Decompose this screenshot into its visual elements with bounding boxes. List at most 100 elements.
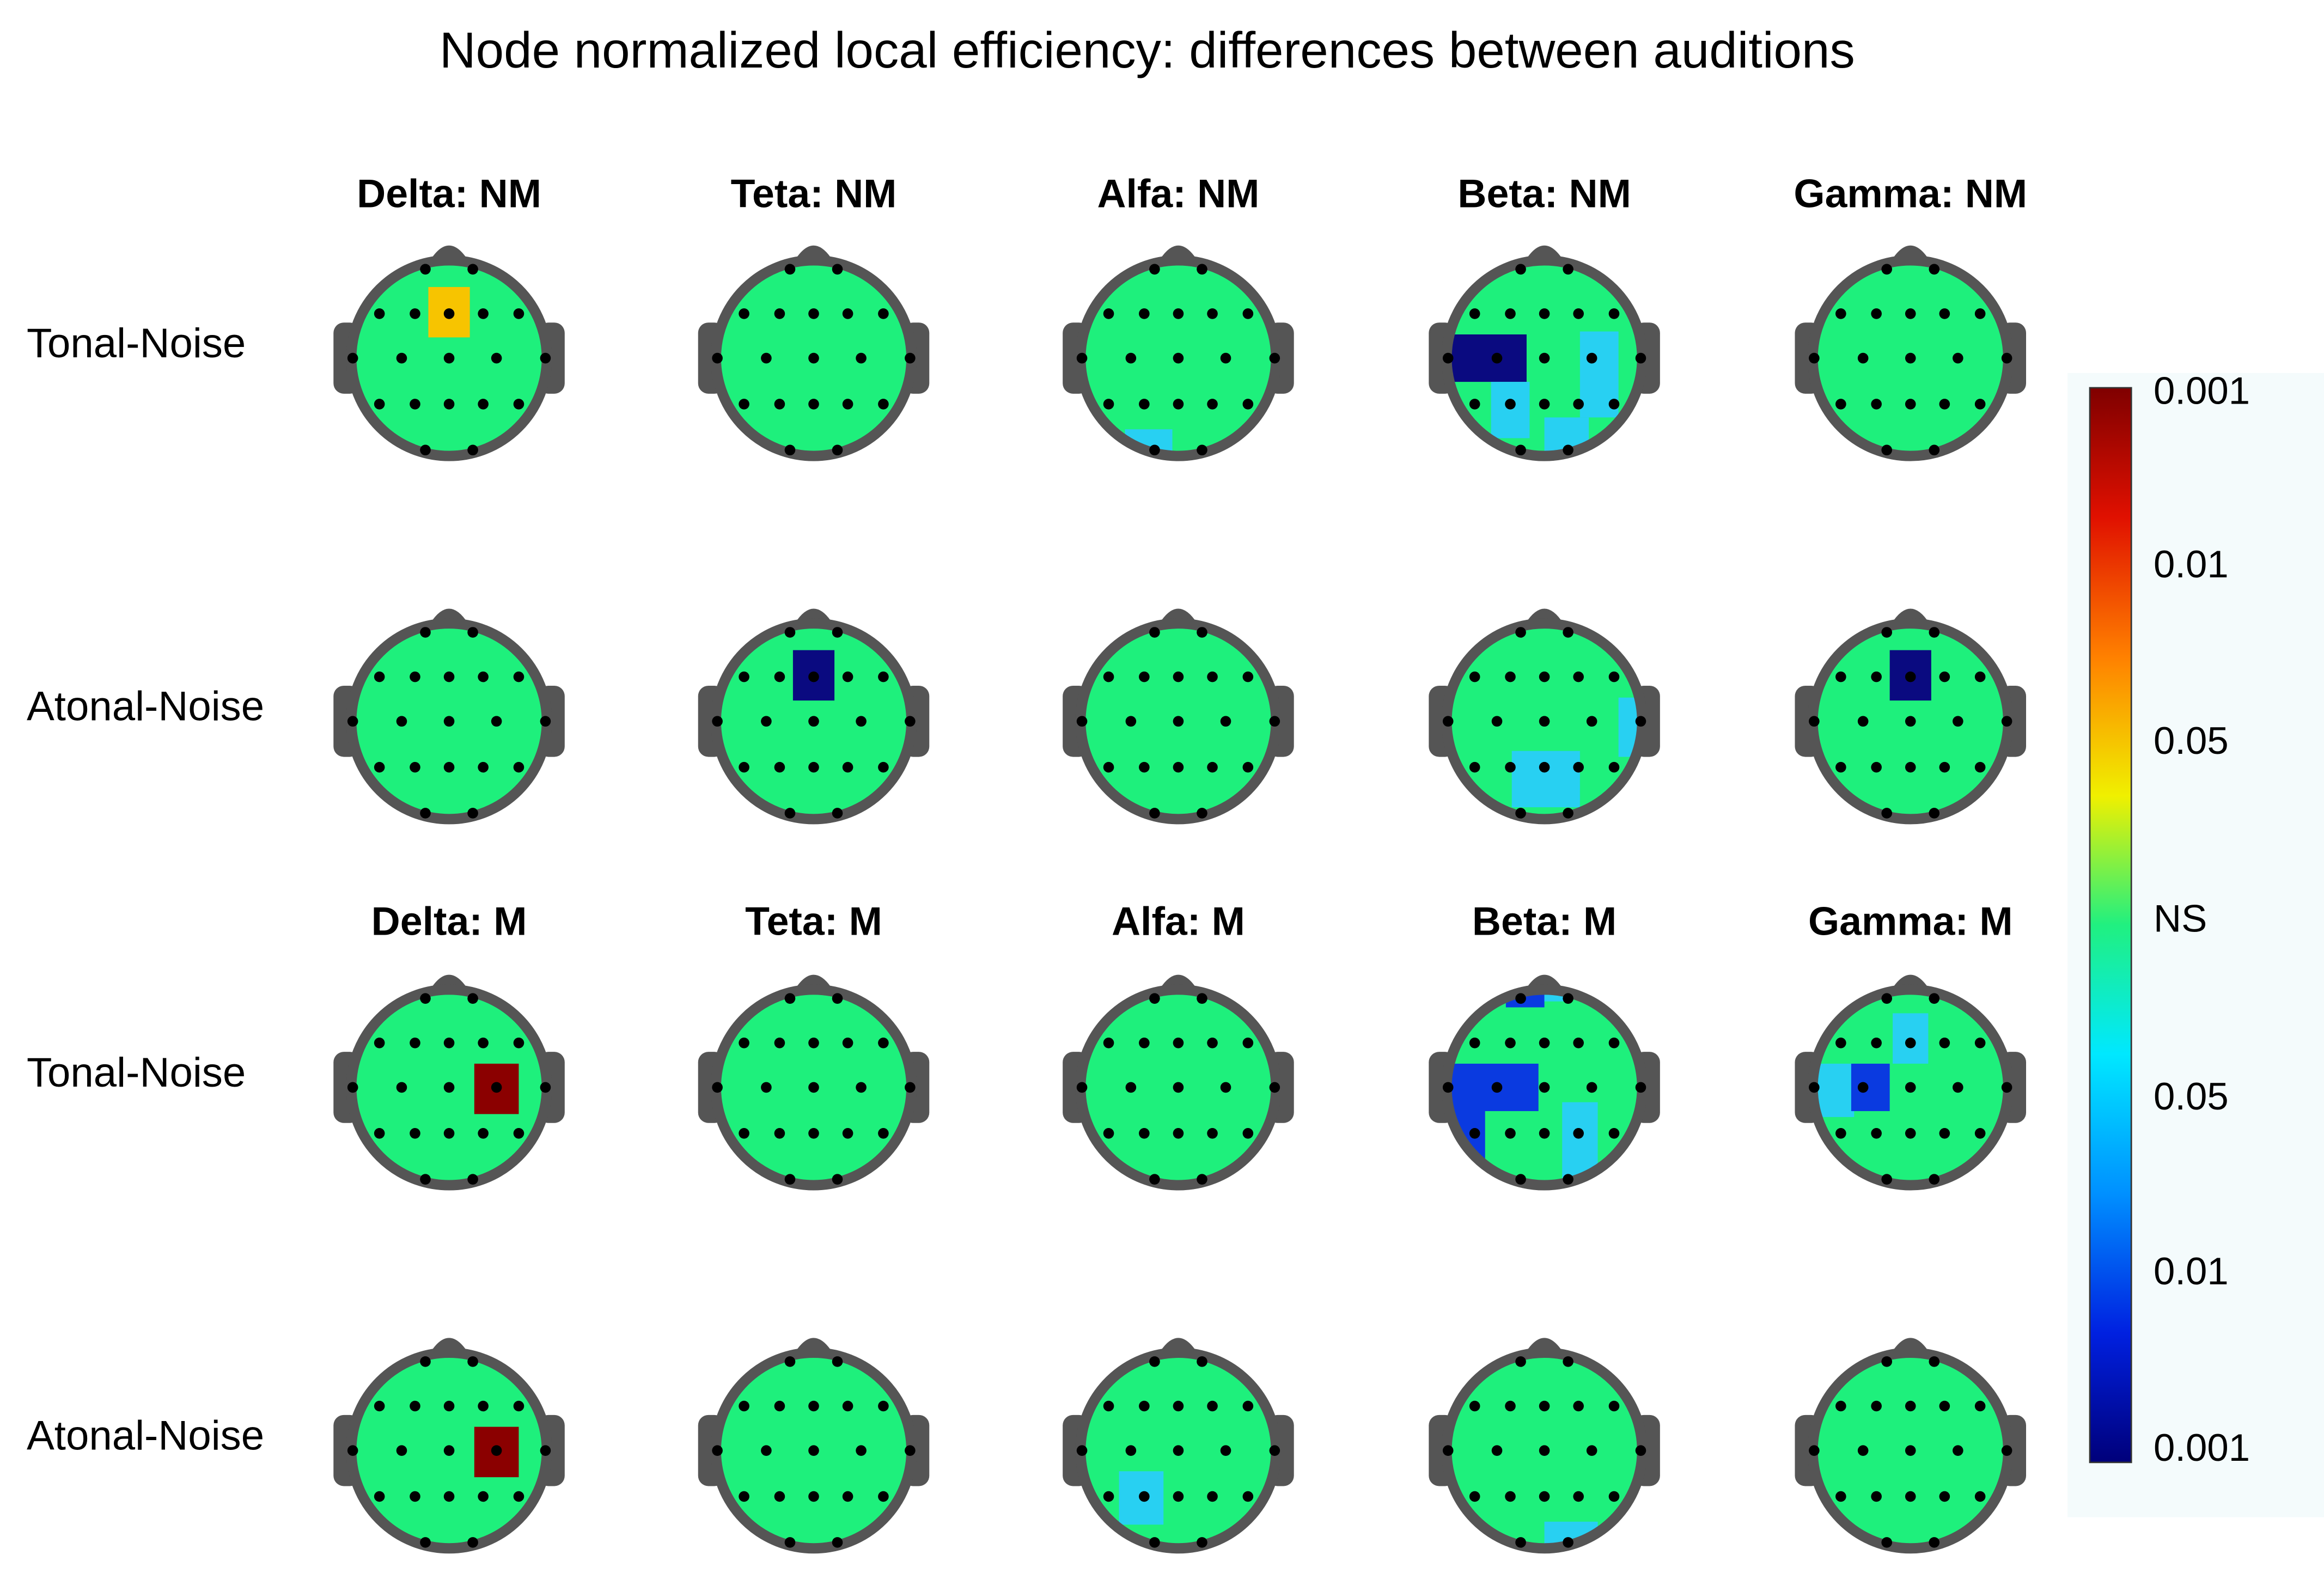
electrode: [2001, 1082, 2012, 1093]
electrode: [761, 1082, 772, 1093]
electrode: [774, 671, 785, 682]
electrode: [1939, 1491, 1950, 1502]
head-map: [1429, 974, 1660, 1191]
electrode: [1103, 1400, 1114, 1412]
electrode: [1929, 444, 1940, 456]
electrode: [1207, 671, 1218, 682]
electrode: [1269, 1082, 1280, 1093]
head-map: [333, 1338, 565, 1554]
electrode: [1173, 761, 1184, 773]
electrode: [347, 352, 358, 364]
electrode: [1563, 1356, 1573, 1367]
electrode: [1939, 671, 1950, 682]
electrode: [374, 671, 385, 682]
electrode: [1881, 808, 1893, 819]
electrode: [1197, 627, 1207, 638]
electrode: [410, 1491, 420, 1502]
electrode: [467, 264, 478, 275]
electrode: [1515, 1537, 1526, 1548]
electrode: [1505, 1400, 1516, 1412]
electrode: [1905, 352, 1916, 364]
electrode: [905, 1445, 916, 1456]
electrode: [1835, 1400, 1846, 1412]
head-map: [1429, 245, 1660, 461]
electrode: [856, 716, 867, 727]
electrode: [467, 1356, 478, 1367]
electrode: [1539, 1445, 1550, 1456]
electrode: [1173, 1037, 1184, 1048]
electrode: [1881, 1356, 1893, 1367]
electrode: [1929, 1537, 1940, 1548]
head-map: [1063, 245, 1294, 461]
electrode: [1515, 808, 1526, 819]
electrode: [420, 808, 431, 819]
electrode: [1953, 1445, 1963, 1456]
electrode: [443, 671, 455, 682]
electrode: [712, 1082, 723, 1093]
electrode: [808, 1400, 819, 1412]
electrode: [1974, 308, 1986, 319]
electrode: [1929, 1356, 1940, 1367]
electrode: [1857, 1082, 1869, 1093]
electrode: [1974, 671, 1986, 682]
column-title: Gamma: M: [1808, 898, 2013, 943]
column-title: Teta: NM: [731, 170, 897, 216]
electrode: [374, 308, 385, 319]
electrode: [832, 993, 843, 1004]
electrode: [761, 716, 772, 727]
electrode: [513, 1037, 524, 1048]
electrode: [1871, 1037, 1882, 1048]
electrode: [1442, 352, 1454, 364]
electrode: [1563, 993, 1573, 1004]
electrode: [410, 1400, 420, 1412]
electrode: [739, 1400, 749, 1412]
electrode: [1608, 308, 1620, 319]
electrode: [1608, 761, 1620, 773]
electrode: [1242, 308, 1254, 319]
electrode: [540, 352, 551, 364]
electrode: [712, 1445, 723, 1456]
electrode: [396, 716, 407, 727]
electrode: [1881, 1174, 1893, 1185]
electrode: [443, 308, 455, 319]
figure-title: Node normalized local efficiency: differ…: [440, 22, 1855, 78]
electrode: [1207, 1127, 1218, 1139]
electrode: [1573, 1491, 1584, 1502]
electrode: [420, 1356, 431, 1367]
electrode: [712, 716, 723, 727]
electrode: [1539, 1082, 1550, 1093]
electrode: [1573, 1400, 1584, 1412]
electrode: [1103, 1037, 1114, 1048]
electrode: [374, 761, 385, 773]
electrode: [1586, 1082, 1597, 1093]
electrode: [467, 808, 478, 819]
electrode: [410, 1037, 420, 1048]
electrode: [410, 761, 420, 773]
electrode: [1197, 444, 1207, 456]
electrode: [739, 671, 749, 682]
electrode: [832, 1537, 843, 1548]
electrode: [1539, 1037, 1550, 1048]
electrode: [905, 716, 916, 727]
electrode: [1103, 761, 1114, 773]
electrode: [842, 1127, 853, 1139]
electrode: [1220, 1445, 1231, 1456]
electrode: [513, 308, 524, 319]
electrode: [1076, 716, 1088, 727]
electrode: [1139, 308, 1150, 319]
electrode: [712, 352, 723, 364]
electrode: [374, 1491, 385, 1502]
colorbar-label: NS: [2154, 897, 2207, 940]
electrode: [443, 1445, 455, 1456]
electrode: [1220, 1082, 1231, 1093]
electrode: [1515, 1174, 1526, 1185]
electrode: [1149, 444, 1160, 456]
electrode: [808, 671, 819, 682]
head-map: [1795, 974, 2027, 1191]
electrode: [1881, 264, 1893, 275]
electrode: [1929, 993, 1940, 1004]
colorbar-label: 0.001: [2154, 369, 2250, 412]
electrode: [1242, 399, 1254, 410]
